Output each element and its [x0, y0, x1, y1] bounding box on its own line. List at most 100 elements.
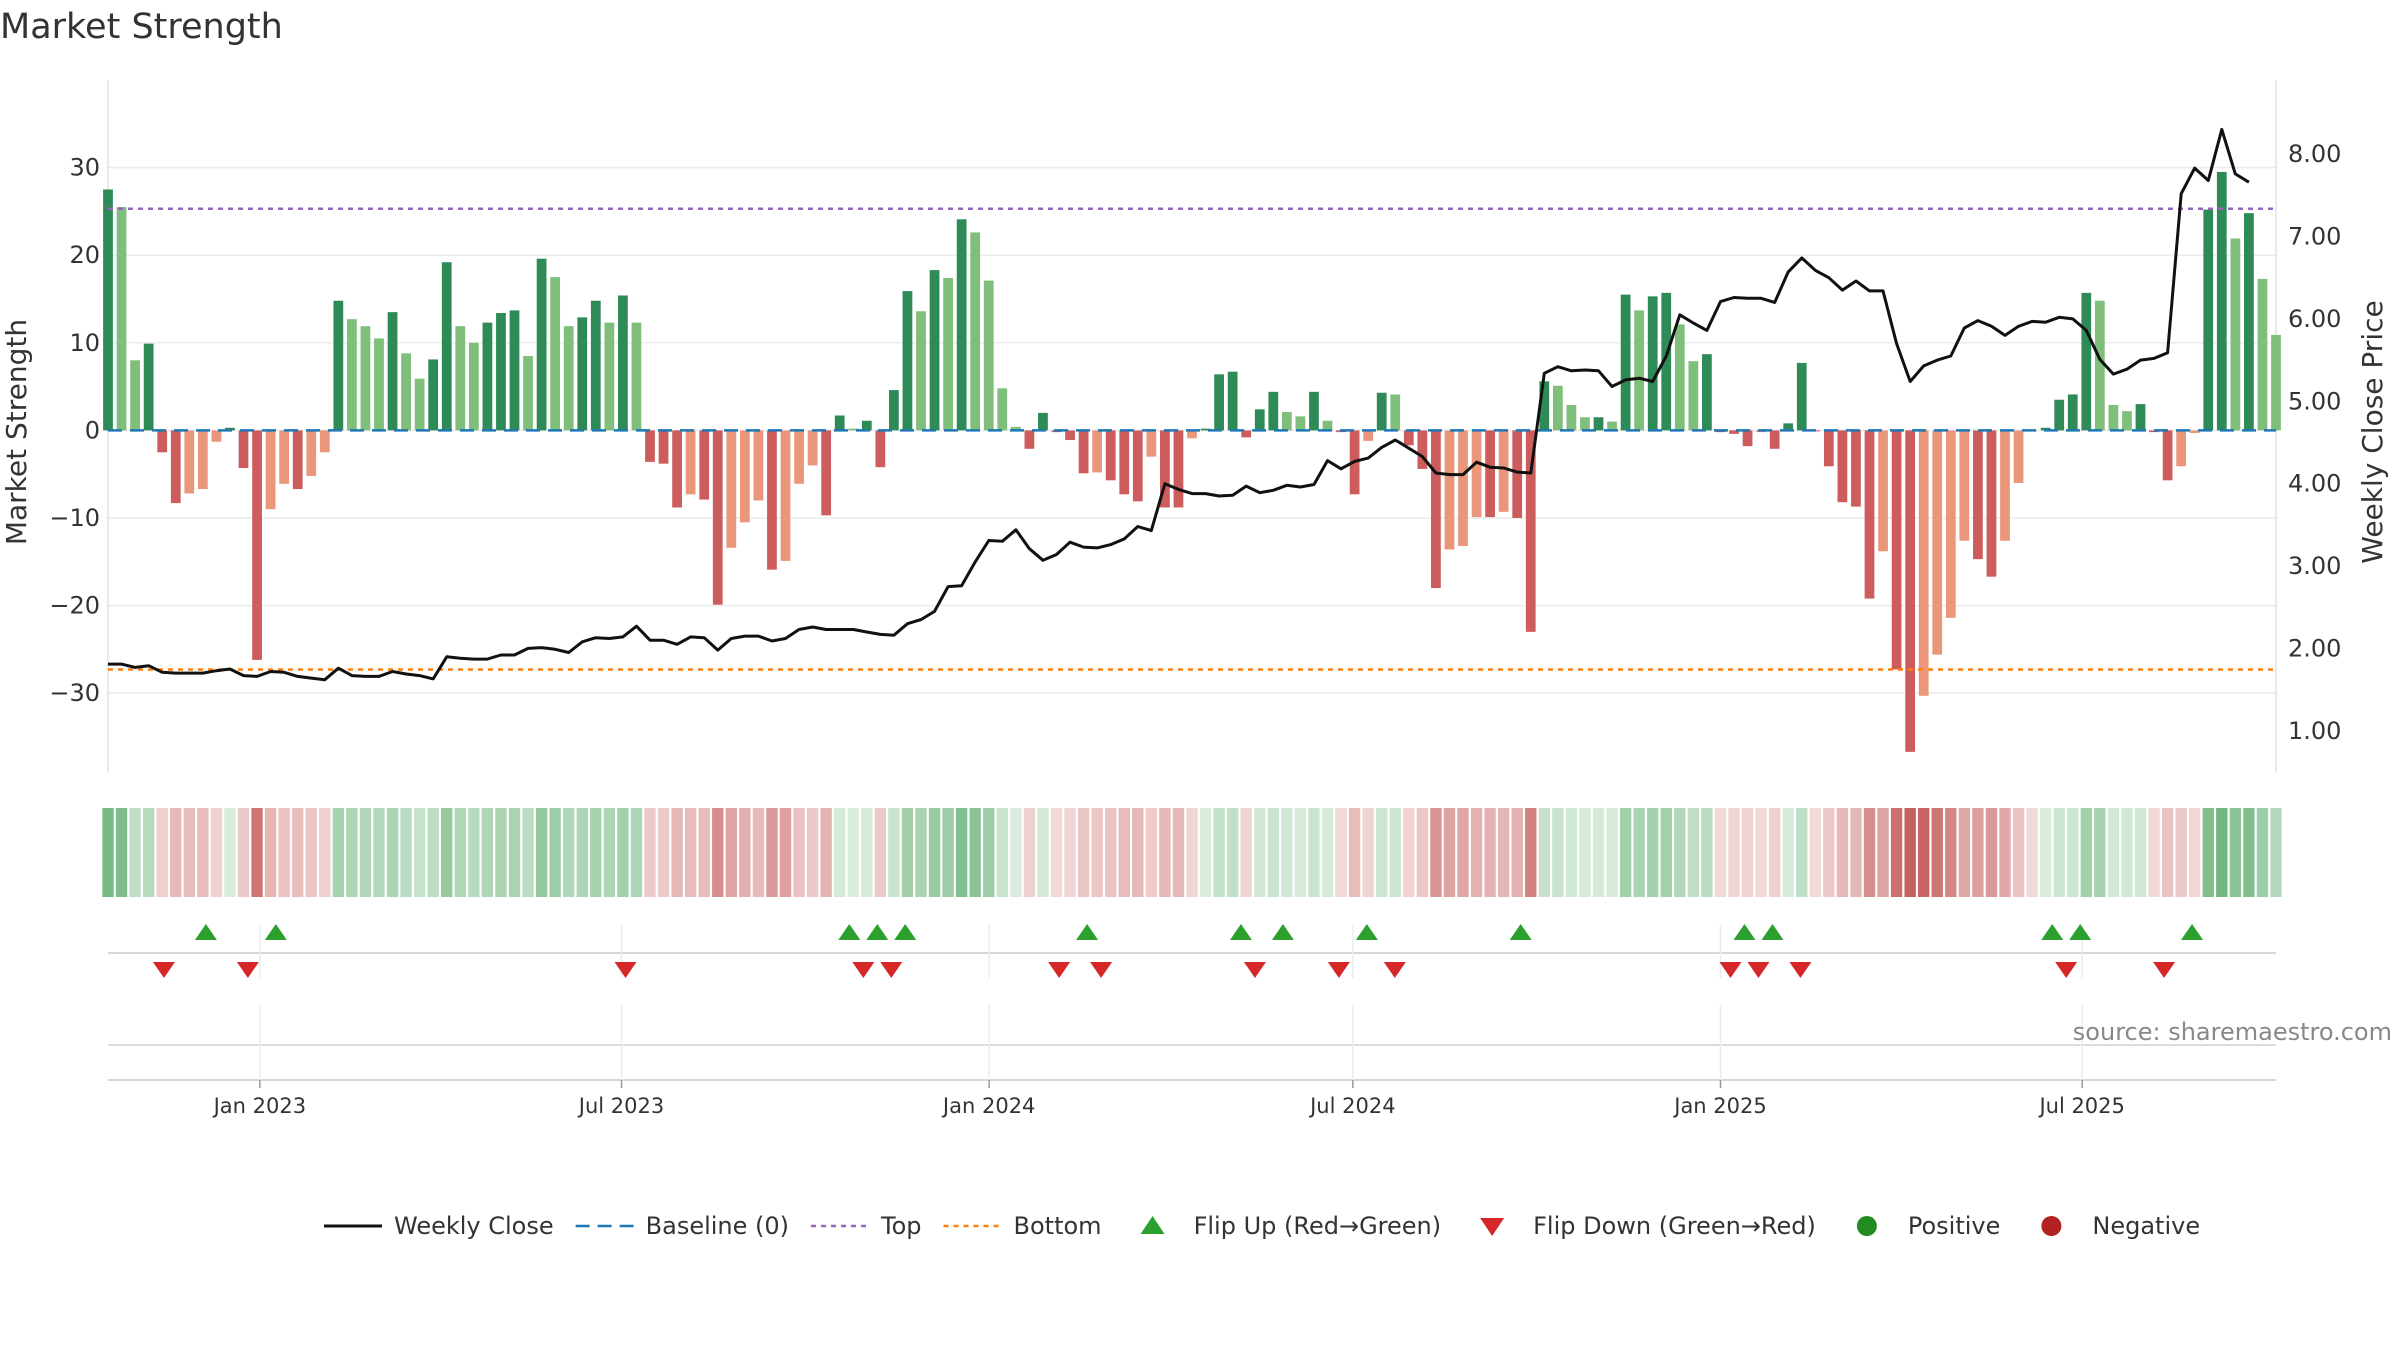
- x-tick-label: Jan 2023: [212, 1094, 307, 1118]
- x-tick-label: Jul 2023: [577, 1094, 664, 1118]
- strength-bar: [1024, 430, 1035, 449]
- heat-cell: [901, 808, 914, 897]
- flip-down-marker: [880, 962, 903, 978]
- strength-bar: [387, 312, 398, 431]
- heat-cell: [1010, 808, 1022, 897]
- flip-up-marker: [194, 924, 217, 940]
- heat-cell: [305, 808, 317, 897]
- strength-bar: [1674, 324, 1685, 431]
- heat-cell: [1443, 808, 1456, 897]
- heat-cell: [481, 808, 494, 897]
- heat-cell: [1281, 808, 1293, 897]
- heat-cell: [576, 808, 588, 897]
- flip-up-marker: [1076, 924, 1099, 940]
- strength-bar: [2257, 278, 2268, 431]
- strength-bar: [1268, 391, 1279, 431]
- heat-cell: [1348, 808, 1361, 897]
- heat-cell: [1457, 808, 1469, 897]
- right-axis-label: Weekly Close Price: [2356, 300, 2389, 563]
- strength-bar: [2216, 171, 2227, 431]
- heat-cell: [278, 808, 290, 897]
- strength-bar: [929, 270, 940, 431]
- strength-bar: [1444, 430, 1455, 550]
- heat-cell: [996, 808, 1008, 897]
- heat-cell: [1687, 808, 1700, 897]
- heat-cell: [1796, 808, 1808, 897]
- heat-cell: [522, 808, 534, 897]
- flip-up-marker: [264, 924, 287, 940]
- heat-cell: [847, 808, 859, 897]
- flip-down-marker: [852, 962, 875, 978]
- heat-cell: [1403, 808, 1415, 897]
- heat-cell: [590, 808, 602, 897]
- heat-cell: [644, 808, 656, 897]
- flip-up-marker: [1355, 924, 1378, 940]
- strength-bar: [1837, 430, 1848, 503]
- heat-cell: [1592, 808, 1605, 897]
- strength-bar: [184, 430, 195, 494]
- strength-bar: [238, 430, 249, 469]
- flip-down-marker: [614, 962, 637, 978]
- heat-cell: [508, 808, 521, 897]
- heat-cell: [454, 808, 466, 897]
- strength-bar: [807, 430, 818, 466]
- left-tick-label: −10: [49, 504, 100, 532]
- heat-cell: [2256, 808, 2269, 897]
- heat-cell: [1633, 808, 1645, 897]
- strength-bar: [265, 430, 276, 510]
- heat-cell: [2053, 808, 2065, 897]
- heat-cell: [102, 808, 114, 897]
- strength-bar: [1729, 430, 1739, 434]
- flip-up-marker: [894, 924, 917, 940]
- heat-cell: [292, 808, 304, 897]
- heat-cell: [1931, 808, 1943, 897]
- strength-bar: [1742, 430, 1753, 447]
- heat-cell: [1890, 808, 1903, 897]
- legend-item: Negative: [2041, 1212, 2200, 1240]
- strength-bar: [767, 430, 777, 570]
- heat-cell: [1823, 808, 1835, 897]
- heat-cell: [1619, 808, 1632, 897]
- strength-bar: [1932, 430, 1943, 655]
- left-tick-label: −30: [49, 679, 100, 707]
- heat-cell: [2189, 808, 2201, 897]
- heat-cell: [563, 808, 575, 897]
- strength-bar: [1593, 417, 1604, 431]
- heat-cell: [888, 808, 900, 897]
- heat-cell: [1606, 808, 1618, 897]
- heat-cell: [1579, 808, 1591, 897]
- strength-bar: [347, 319, 357, 431]
- heat-cell: [2121, 808, 2133, 897]
- heat-cell: [1904, 808, 1916, 897]
- strength-bar: [1038, 412, 1048, 431]
- strength-bar: [1105, 430, 1116, 481]
- heat-cell: [1674, 808, 1686, 897]
- flip-down-marker: [2055, 962, 2078, 978]
- heat-cell: [698, 808, 710, 897]
- strength-bar: [983, 280, 994, 431]
- heat-cell: [237, 808, 250, 897]
- strength-bar: [577, 317, 588, 431]
- heat-cell: [712, 808, 724, 897]
- heat-cell: [1728, 808, 1740, 897]
- strength-bar: [1688, 361, 1699, 431]
- strength-bar: [1119, 430, 1130, 495]
- strength-bar: [645, 430, 655, 462]
- strength-bar: [1498, 430, 1509, 512]
- heat-cell: [1335, 808, 1347, 897]
- heat-cell: [1267, 808, 1279, 897]
- legend-item: Baseline (0): [575, 1212, 789, 1240]
- strength-bar: [970, 232, 981, 431]
- flip-down-marker: [152, 962, 175, 978]
- strength-bar: [1376, 392, 1387, 431]
- heat-cell: [1308, 808, 1320, 897]
- left-axis-label: Market Strength: [0, 319, 33, 545]
- strength-bar: [1281, 411, 1292, 431]
- strength-bar: [1783, 423, 1794, 431]
- right-axis-ticks: 8.00 7.00 6.00 5.00 4.00 3.00 2.00 1.00: [2288, 140, 2341, 745]
- flip-up-marker: [1733, 924, 1756, 940]
- legend-label: Top: [880, 1212, 922, 1240]
- flip-up-marker: [1509, 924, 1532, 940]
- heat-cell: [1565, 808, 1578, 897]
- heat-cell: [1037, 808, 1049, 897]
